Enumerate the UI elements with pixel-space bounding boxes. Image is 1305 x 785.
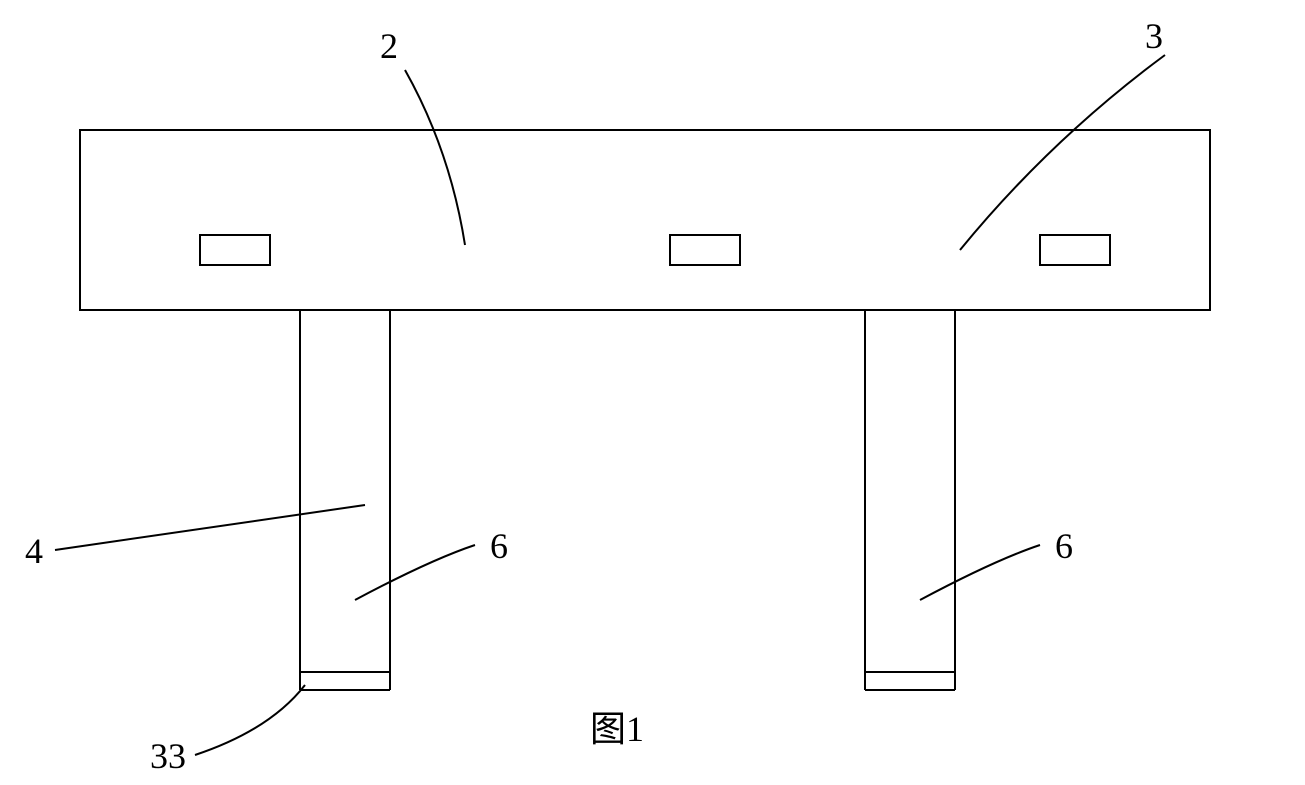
leader-33 [195, 685, 305, 755]
label-3: 3 [1145, 15, 1163, 57]
label-6-right: 6 [1055, 525, 1073, 567]
slot [1040, 235, 1110, 265]
leader-4 [55, 505, 365, 550]
figure-caption: 图1 [590, 700, 644, 752]
leader-2 [405, 70, 465, 245]
leader-6a [355, 545, 475, 600]
top-bar [80, 130, 1210, 310]
figure-canvas [0, 0, 1305, 785]
label-4: 4 [25, 530, 43, 572]
leader-6b [920, 545, 1040, 600]
leader-3 [960, 55, 1165, 250]
slot [200, 235, 270, 265]
label-33: 33 [150, 735, 186, 777]
label-2: 2 [380, 25, 398, 67]
slot [670, 235, 740, 265]
label-6-left: 6 [490, 525, 508, 567]
